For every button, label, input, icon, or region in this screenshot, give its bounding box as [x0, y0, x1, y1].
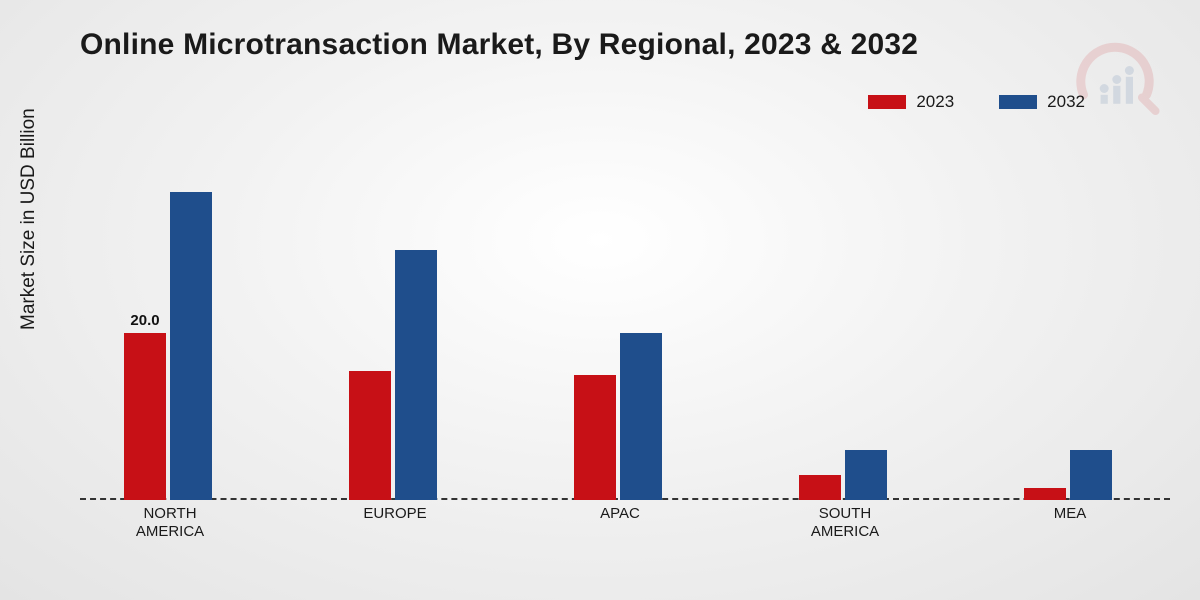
bar-value-label: 20.0	[122, 312, 168, 329]
y-axis-label: Market Size in USD Billion	[18, 108, 40, 330]
bar-group	[785, 150, 905, 500]
legend-item-2023: 2023	[868, 92, 954, 112]
x-axis-labels: NORTH AMERICA EUROPE APAC SOUTH AMERICA MEA	[80, 505, 1170, 555]
bar-2032	[845, 450, 887, 500]
bar-2023	[124, 333, 166, 500]
legend-swatch-2032	[999, 95, 1037, 109]
legend-label-2023: 2023	[916, 92, 954, 112]
chart-title: Online Microtransaction Market, By Regio…	[80, 28, 918, 62]
bar-2032	[395, 250, 437, 500]
bar-2032	[170, 192, 212, 500]
bar-group	[1010, 150, 1130, 500]
bar-group	[335, 150, 455, 500]
bar-2032	[1070, 450, 1112, 500]
x-tick-label: MEA	[1000, 505, 1140, 523]
bar-group: 20.0	[110, 150, 230, 500]
bar-group	[560, 150, 680, 500]
bar-2023	[349, 371, 391, 500]
x-tick-label: NORTH AMERICA	[100, 505, 240, 541]
x-tick-label: APAC	[550, 505, 690, 523]
bar-2023	[574, 375, 616, 500]
legend-item-2032: 2032	[999, 92, 1085, 112]
legend: 2023 2032	[868, 92, 1085, 112]
plot-area: 20.0	[80, 150, 1170, 500]
bar-2023	[1024, 488, 1066, 501]
x-tick-label: SOUTH AMERICA	[775, 505, 915, 541]
x-tick-label: EUROPE	[325, 505, 465, 523]
bar-2023	[799, 475, 841, 500]
legend-label-2032: 2032	[1047, 92, 1085, 112]
legend-swatch-2023	[868, 95, 906, 109]
bar-2032	[620, 333, 662, 500]
